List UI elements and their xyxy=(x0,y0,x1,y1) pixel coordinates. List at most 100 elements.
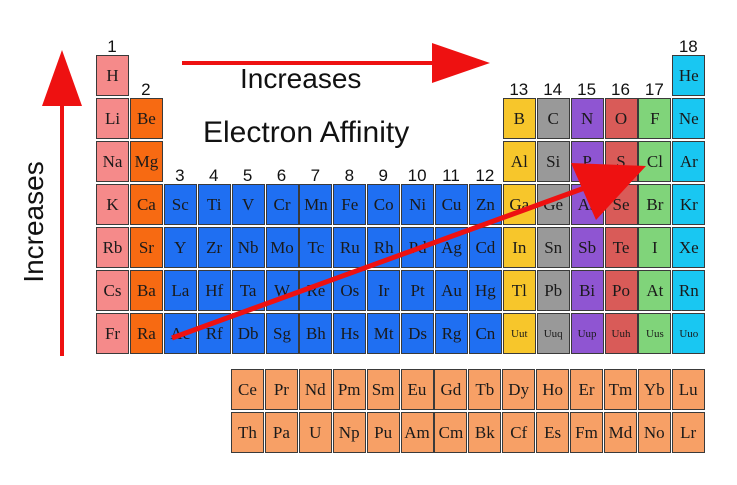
element-c: C xyxy=(536,98,570,139)
element-gd: Gd xyxy=(434,369,468,410)
element-hf: Hf xyxy=(197,270,231,311)
element-hg: Hg xyxy=(468,270,502,311)
element-md: Md xyxy=(603,412,637,453)
horizontal-arrow-label: Increases xyxy=(240,63,362,94)
element-sm: Sm xyxy=(366,369,400,410)
group-number-18: 18 xyxy=(678,37,698,56)
element-na: Na xyxy=(96,141,129,182)
element-ca: Ca xyxy=(129,184,163,225)
element-re: Re xyxy=(299,270,333,311)
element-lu: Lu xyxy=(671,369,705,410)
element-li: Li xyxy=(96,98,129,139)
element-ne: Ne xyxy=(672,98,706,139)
element-o: O xyxy=(604,98,638,139)
element-ga: Ga xyxy=(502,184,536,225)
element-ta: Ta xyxy=(231,270,265,311)
group-number-8: 8 xyxy=(344,166,355,185)
group-number-2: 2 xyxy=(141,80,151,99)
element-ra: Ra xyxy=(129,313,163,354)
group-number-15: 15 xyxy=(577,80,597,99)
element-he: He xyxy=(672,55,706,96)
group-number-14: 14 xyxy=(543,80,563,99)
element-kr: Kr xyxy=(672,184,706,225)
element-p: P xyxy=(570,141,604,182)
element-si: Si xyxy=(536,141,570,182)
element-ni: Ni xyxy=(401,184,435,225)
element-au: Au xyxy=(435,270,468,311)
element-be: Be xyxy=(129,98,163,139)
element-ho: Ho xyxy=(536,369,570,410)
element-f: F xyxy=(638,98,672,139)
element-zr: Zr xyxy=(197,227,231,268)
element-ba: Ba xyxy=(129,270,163,311)
element-la: La xyxy=(163,270,197,311)
element-k: K xyxy=(96,184,129,225)
element-eu: Eu xyxy=(400,369,434,410)
element-sc: Sc xyxy=(163,184,197,225)
element-s: S xyxy=(604,141,638,182)
element-at: At xyxy=(638,270,672,311)
element-rh: Rh xyxy=(367,227,401,268)
element-th: Th xyxy=(231,412,264,453)
element-sr: Sr xyxy=(129,227,163,268)
element-sg: Sg xyxy=(265,313,299,354)
group-number-6: 6 xyxy=(276,166,287,185)
group-number-16: 16 xyxy=(611,80,630,99)
element-ir: Ir xyxy=(367,270,401,311)
element-nb: Nb xyxy=(231,227,265,268)
element-bi: Bi xyxy=(570,270,604,311)
element-in: In xyxy=(502,227,536,268)
element-tc: Tc xyxy=(299,227,333,268)
group-number-5: 5 xyxy=(242,166,253,185)
element-cn: Cn xyxy=(468,313,502,354)
element-as: As xyxy=(570,184,604,225)
element-cl: Cl xyxy=(638,141,672,182)
element-am: Am xyxy=(400,412,434,453)
element-uup: Uup xyxy=(570,313,604,354)
element-no: No xyxy=(637,412,671,453)
group-number-9: 9 xyxy=(378,166,388,185)
element-tb: Tb xyxy=(468,369,502,410)
element-se: Se xyxy=(604,184,638,225)
element-sb: Sb xyxy=(570,227,604,268)
element-uuo: Uuo xyxy=(672,313,706,354)
diagram-title: Electron Affinity xyxy=(203,116,410,149)
group-number-3: 3 xyxy=(175,166,185,185)
element-h: H xyxy=(96,55,129,96)
element-al: Al xyxy=(502,141,536,182)
element-v: V xyxy=(231,184,265,225)
element-rn: Rn xyxy=(672,270,706,311)
element-nd: Nd xyxy=(298,369,332,410)
element-os: Os xyxy=(333,270,367,311)
element-ac: Ac xyxy=(163,313,197,354)
element-cr: Cr xyxy=(265,184,299,225)
element-uuq: Uuq xyxy=(536,313,570,354)
element-fr: Fr xyxy=(96,313,129,354)
element-es: Es xyxy=(536,412,570,453)
element-te: Te xyxy=(604,227,638,268)
element-ag: Ag xyxy=(435,227,468,268)
element-ce: Ce xyxy=(231,369,264,410)
group-number-17: 17 xyxy=(644,80,664,99)
element-uuh: Uuh xyxy=(604,313,638,354)
element-db: Db xyxy=(231,313,265,354)
element-cm: Cm xyxy=(434,412,468,453)
element-uut: Uut xyxy=(502,313,536,354)
element-yb: Yb xyxy=(637,369,671,410)
group-number-12: 12 xyxy=(475,166,495,185)
element-u: U xyxy=(298,412,332,453)
element-y: Y xyxy=(163,227,197,268)
element-bh: Bh xyxy=(299,313,333,354)
element-mg: Mg xyxy=(129,141,163,182)
element-ds: Ds xyxy=(401,313,435,354)
element-sn: Sn xyxy=(536,227,570,268)
element-xe: Xe xyxy=(672,227,706,268)
element-cd: Cd xyxy=(468,227,502,268)
element-rg: Rg xyxy=(435,313,468,354)
group-number-1: 1 xyxy=(107,37,117,56)
element-np: Np xyxy=(332,412,366,453)
group-number-4: 4 xyxy=(208,166,219,185)
element-tm: Tm xyxy=(603,369,637,410)
element-n: N xyxy=(570,98,604,139)
